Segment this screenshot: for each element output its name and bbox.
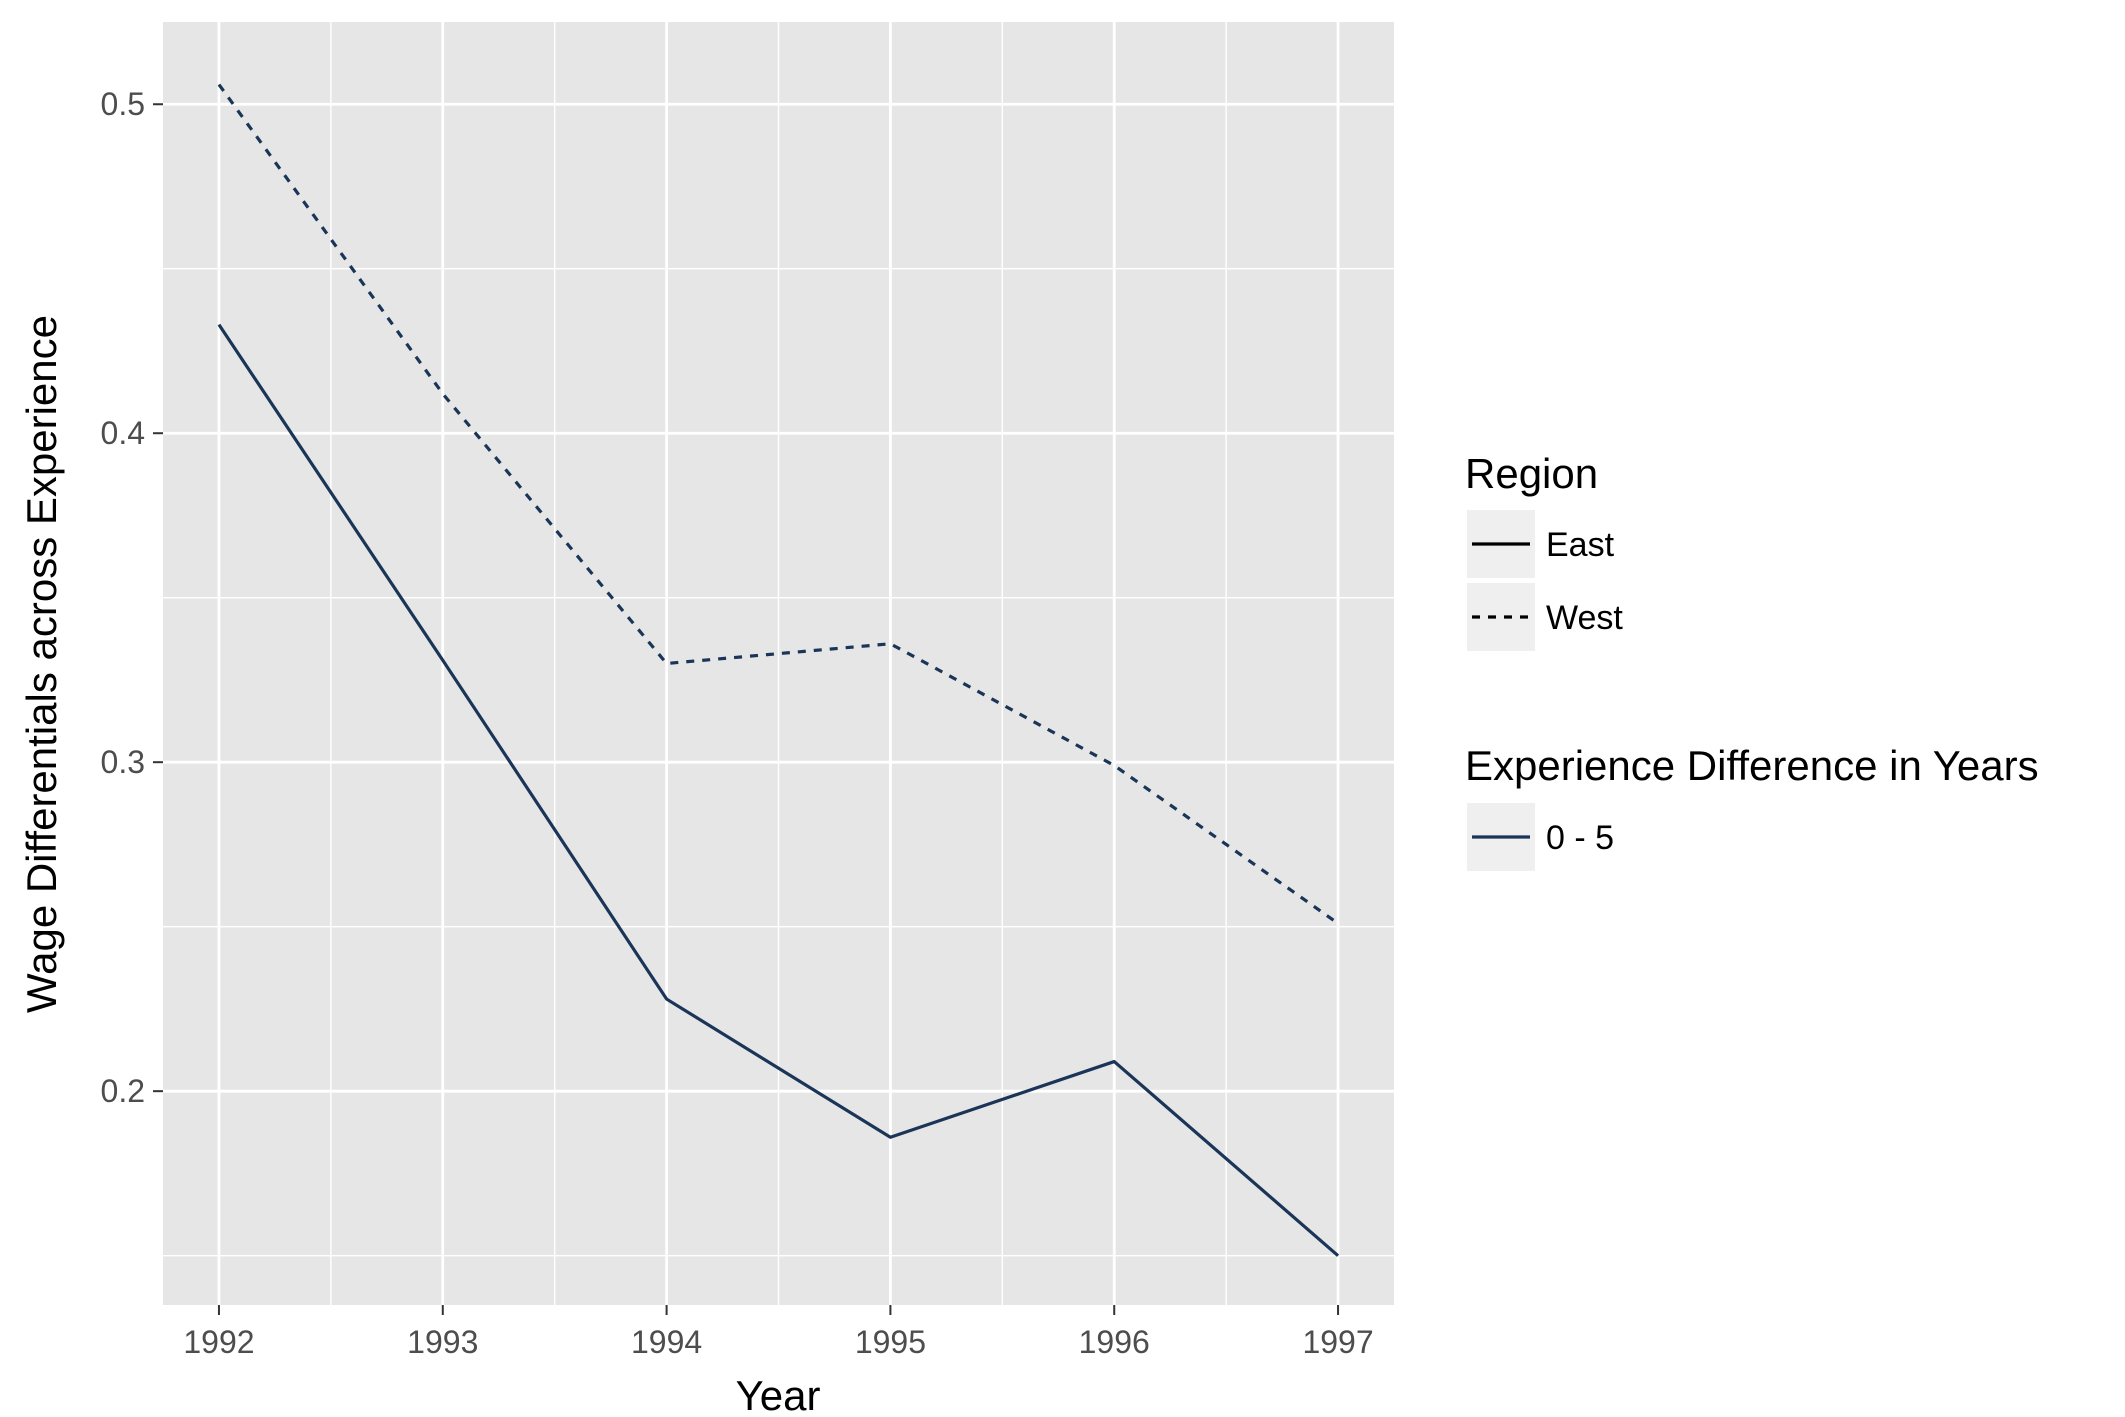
y-axis: 0.2 0.3 0.4 0.5 xyxy=(101,86,163,1109)
minor-gridlines xyxy=(163,22,1394,1305)
series-lines xyxy=(217,83,1340,1257)
legend-label-east: East xyxy=(1546,526,1615,564)
x-tick-label: 1997 xyxy=(1302,1324,1373,1360)
y-axis-title: Wage Differentials across Experience xyxy=(18,315,65,1013)
x-axis: 1992 1993 1994 1995 1996 1997 xyxy=(183,1305,1374,1360)
x-tick-label: 1996 xyxy=(1079,1324,1150,1360)
x-tick-label: 1995 xyxy=(855,1324,926,1360)
y-tick-label: 0.5 xyxy=(101,86,145,122)
y-tick-label: 0.4 xyxy=(101,415,145,451)
legend-title-region: Region xyxy=(1465,450,1598,497)
y-tick-label: 0.3 xyxy=(101,744,145,780)
x-tick-label: 1992 xyxy=(183,1324,254,1360)
major-gridlines xyxy=(163,22,1394,1305)
x-axis-title: Year xyxy=(736,1372,821,1417)
legend-title-experience: Experience Difference in Years xyxy=(1465,742,2039,789)
legend-label-west: West xyxy=(1546,599,1623,637)
legend-label-experience: 0 - 5 xyxy=(1546,819,1614,857)
series-line-east xyxy=(217,323,1340,1257)
x-tick-label: 1994 xyxy=(631,1324,702,1360)
legend: Region East West Experience Difference i… xyxy=(1465,450,2039,871)
y-tick-label: 0.2 xyxy=(101,1073,145,1109)
x-tick-label: 1993 xyxy=(407,1324,478,1360)
